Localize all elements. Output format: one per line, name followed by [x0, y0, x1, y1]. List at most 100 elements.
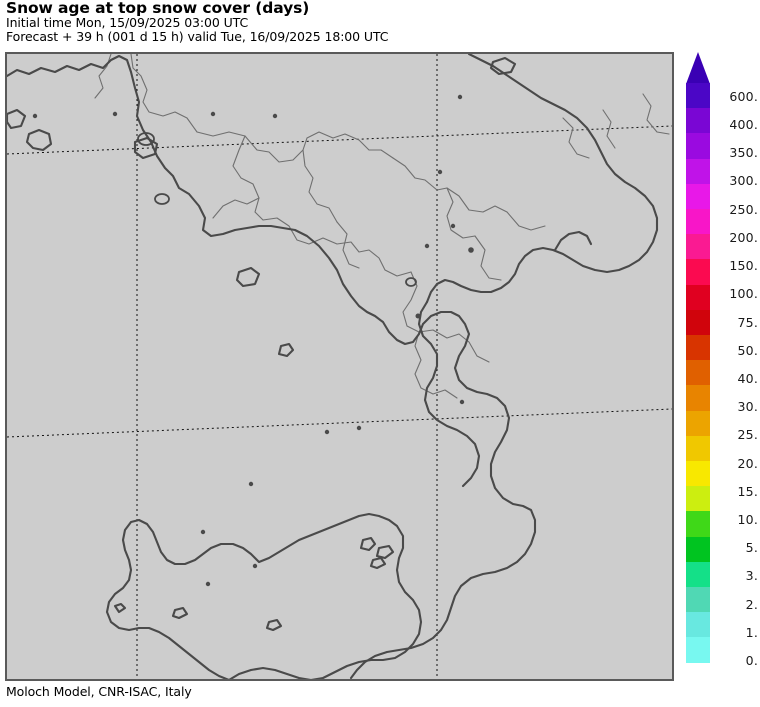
map-dot	[437, 169, 443, 175]
colorbar-band	[686, 234, 710, 260]
coastline-aeolian-3	[369, 556, 387, 570]
coastline-lampedusa	[113, 602, 127, 614]
colorbar-tick-label: 0.	[745, 653, 758, 668]
map-dot	[205, 581, 211, 587]
colorbar-band	[686, 209, 710, 235]
gridline-parallel-2	[7, 408, 672, 438]
colorbar-tick-label: 600.	[729, 88, 758, 104]
map-dot	[457, 94, 463, 100]
map-dot	[324, 429, 330, 435]
colorbar-band	[686, 83, 710, 109]
colorbar-band	[686, 461, 710, 487]
colorbar-tick-label: 20.	[737, 455, 758, 471]
map-dot	[210, 111, 216, 117]
colorbar-band	[686, 335, 710, 361]
colorbar-tick-label: 10.	[737, 511, 758, 527]
colorbar-band	[686, 637, 710, 663]
map-dot	[356, 425, 362, 431]
map-graphic	[7, 54, 672, 679]
colorbar-band	[686, 612, 710, 638]
coastline-small-island-2	[7, 108, 27, 130]
colorbar-band	[686, 158, 710, 184]
coastline-small-island-1	[25, 128, 53, 152]
initial-time-line: Initial time Mon, 15/09/2025 03:00 UTC	[6, 15, 249, 30]
coastlines	[7, 54, 659, 679]
lake-occhito	[405, 277, 417, 287]
colorbar-bands	[686, 83, 710, 663]
coastline-gargano-notch	[553, 230, 593, 252]
graticule	[7, 54, 672, 679]
administrative-borders	[94, 54, 670, 399]
coastline-sicily	[105, 512, 423, 679]
colorbar-band	[686, 108, 710, 134]
gridline-parallel-1	[7, 125, 672, 155]
map-dot	[112, 111, 118, 117]
colorbar-tick-label: 30.	[737, 399, 758, 415]
colorbar-tick-label: 2.	[745, 596, 758, 612]
colorbar-band	[686, 385, 710, 411]
colorbar-tick-label: 25.	[737, 427, 758, 443]
coastline-pantelleria	[265, 618, 283, 632]
map-dot	[32, 113, 38, 119]
coastline-east-puglia	[425, 54, 659, 304]
coastline-egadi	[171, 606, 189, 620]
colorbar-band	[686, 309, 710, 336]
page-title: Snow age at top snow cover (days)	[6, 0, 310, 17]
colorbar-tick-label: 400.	[729, 117, 758, 133]
colorbar-tick-label: 250.	[729, 201, 758, 217]
coastline-capri	[277, 342, 295, 358]
forecast-valid-line: Forecast + 39 h (001 d 15 h) valid Tue, …	[6, 28, 389, 44]
colorbar-tick-labels: 600. 400. 350. 300. 250. 200. 150. 100. 75. 50. 40…	[714, 52, 758, 668]
colorbar-band	[686, 536, 710, 562]
lake-bolsena	[154, 193, 170, 205]
coastline-aeolian-1	[359, 536, 377, 552]
map-dot	[248, 481, 254, 487]
colorbar-tick-label: 40.	[737, 370, 758, 386]
inland-dots	[32, 94, 474, 587]
colorbar-tick-label: 15.	[737, 483, 758, 499]
model-credit: Moloch Model, CNR-ISAC, Italy	[6, 684, 192, 699]
colorbar-tick-label: 300.	[729, 173, 758, 189]
map-dot	[450, 223, 456, 229]
colorbar-tick-label: 150.	[729, 258, 758, 274]
map-dot	[468, 247, 474, 253]
colorbar-tick-label: 75.	[737, 314, 758, 330]
map-dot	[272, 113, 278, 119]
colorbar-band	[686, 183, 710, 210]
colorbar-band	[686, 410, 710, 436]
colorbar-tick-label: 350.	[729, 145, 758, 161]
map-dot	[424, 243, 430, 249]
colorbar-band	[686, 360, 710, 386]
colorbar-top-arrow	[686, 52, 710, 84]
colorbar-band	[686, 259, 710, 285]
coastline-elba	[133, 136, 159, 160]
colorbar-band	[686, 511, 710, 537]
coastline-tremiti	[489, 56, 517, 76]
colorbar-tick-label: 3.	[745, 568, 758, 584]
coastline-aeolian-2	[375, 544, 395, 560]
colorbar-tick-label: 5.	[745, 540, 758, 556]
coastline-west-peninsula	[7, 54, 537, 679]
colorbar-tick-label: 1.	[745, 624, 758, 640]
colorbar-tick-label: 100.	[729, 286, 758, 302]
map-dot	[200, 529, 206, 535]
inland-lakes	[137, 132, 417, 287]
colorbar-band	[686, 587, 710, 613]
colorbar: 600. 400. 350. 300. 250. 200. 150. 100. 75. 50. 40…	[684, 52, 758, 668]
colorbar-band	[686, 486, 710, 512]
colorbar-band	[686, 133, 710, 159]
coastline-ponza	[235, 266, 261, 288]
coastline-ionian	[417, 300, 481, 488]
map-dot	[459, 399, 465, 405]
map-dot	[252, 563, 258, 569]
map-panel[interactable]	[5, 52, 674, 681]
colorbar-band	[686, 435, 710, 462]
lake-trasimeno	[137, 132, 155, 146]
colorbar-band	[686, 284, 710, 310]
colorbar-band	[686, 561, 710, 588]
map-dot	[415, 313, 421, 319]
colorbar-tick-label: 50.	[737, 342, 758, 358]
map-background	[7, 54, 672, 679]
header-text-block: Snow age at top snow cover (days) Initia…	[6, 0, 676, 43]
colorbar-tick-label: 200.	[729, 229, 758, 245]
